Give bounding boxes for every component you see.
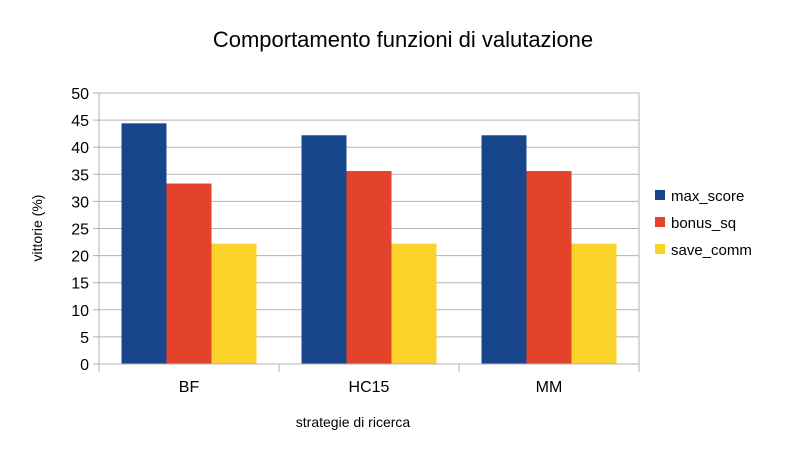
y-tick-label: 5 <box>80 330 89 347</box>
y-tick-label: 30 <box>71 194 89 211</box>
y-tick-label: 50 <box>71 86 89 103</box>
x-axis-label: strategie di ricerca <box>296 414 411 430</box>
legend: max_score bonus_sq save_comm <box>655 188 752 259</box>
x-tick-label: MM <box>536 379 563 396</box>
y-tick-label: 25 <box>71 222 89 239</box>
axes: 0 5 10 15 20 25 30 35 40 45 50 BF HC15 MM <box>71 86 640 396</box>
legend-label-bonus_sq: bonus_sq <box>671 215 736 232</box>
y-axis-label: vittorie (%) <box>29 195 45 262</box>
legend-label-max_score: max_score <box>671 188 744 205</box>
bar-max_score-BF <box>121 123 167 365</box>
y-tick-label: 15 <box>71 276 89 293</box>
bar-max_score-MM <box>481 135 527 364</box>
legend-label-save_comm: save_comm <box>671 242 752 259</box>
y-tick-label: 45 <box>71 113 89 130</box>
bar-save_comm-HC15 <box>391 243 437 364</box>
plot-area <box>98 92 640 365</box>
y-tick-label: 10 <box>71 303 89 320</box>
bar-save_comm-MM <box>571 243 617 364</box>
bar-bonus_sq-BF <box>166 183 212 364</box>
legend-swatch-bonus_sq <box>655 217 665 227</box>
bar-max_score-HC15 <box>301 135 347 364</box>
y-tick-label: 20 <box>71 249 89 266</box>
chart-title: Comportamento funzioni di valutazione <box>213 27 593 52</box>
y-tick-label: 40 <box>71 140 89 157</box>
x-tick-label: BF <box>179 379 200 396</box>
bar-bonus_sq-MM <box>526 171 572 364</box>
x-tick-label: HC15 <box>349 379 390 396</box>
legend-swatch-max_score <box>655 190 665 200</box>
bar-bonus_sq-HC15 <box>346 171 392 364</box>
y-tick-label: 0 <box>80 357 89 374</box>
bar-save_comm-BF <box>211 243 257 364</box>
bars <box>121 123 617 365</box>
legend-swatch-save_comm <box>655 244 665 254</box>
y-tick-label: 35 <box>71 167 89 184</box>
